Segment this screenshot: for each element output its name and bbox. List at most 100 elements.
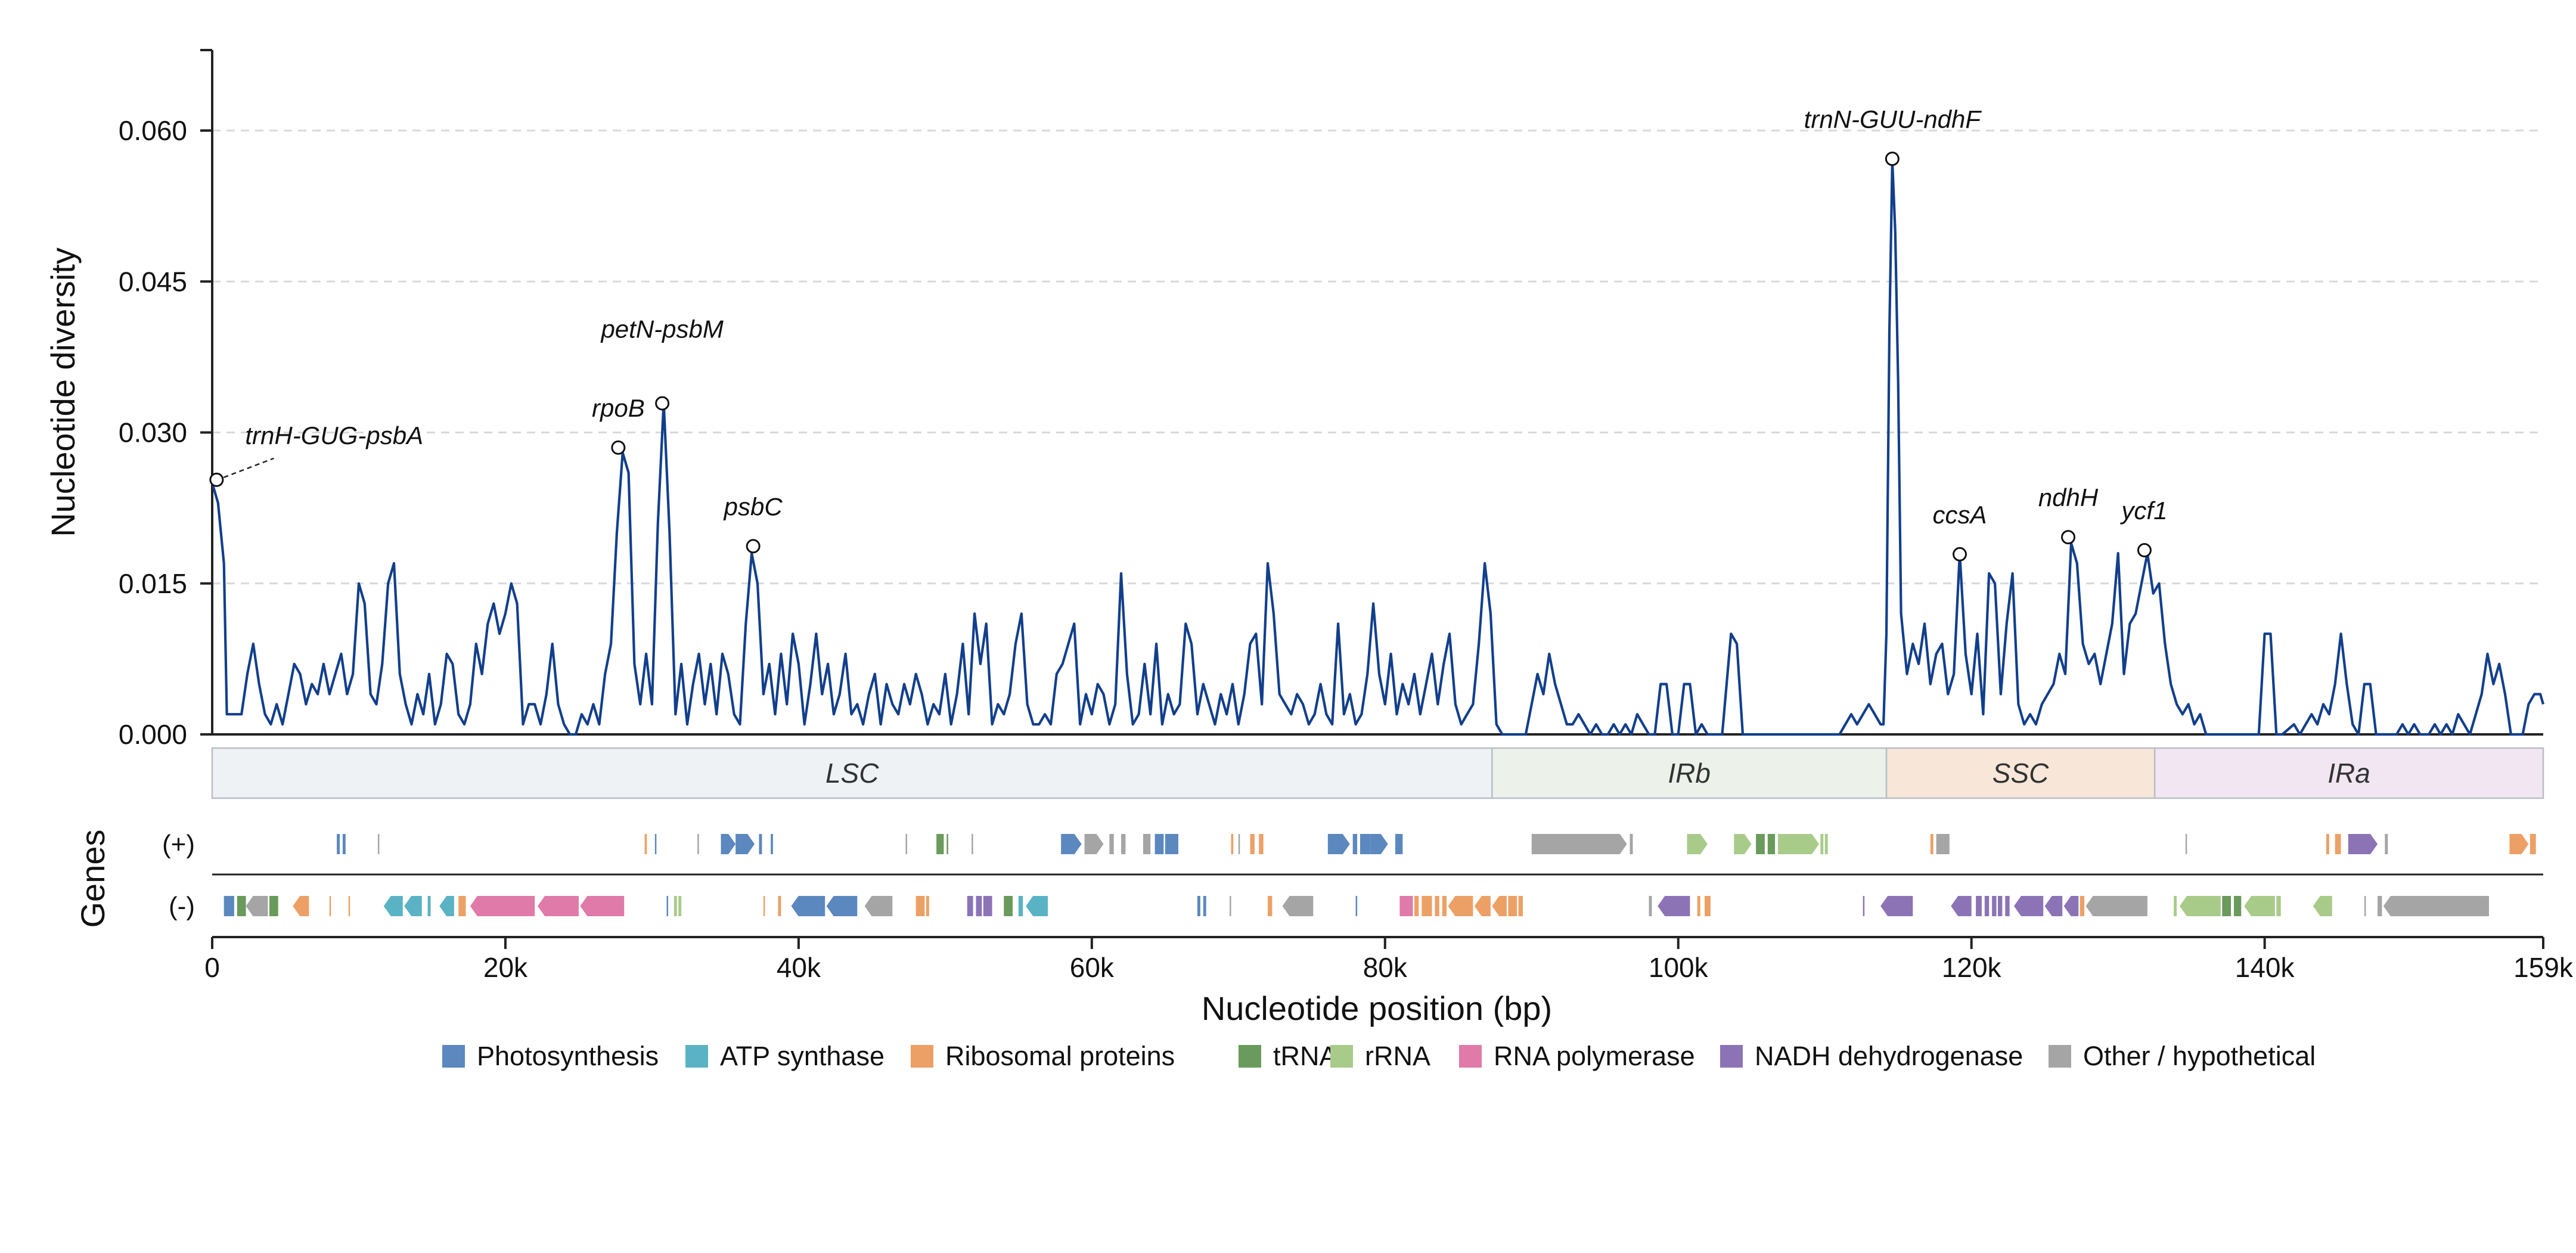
- gene-arrow: [1820, 834, 1824, 854]
- strand-label: (+): [162, 830, 195, 859]
- gene-arrow: [1399, 896, 1413, 916]
- gene-arrow: [2383, 896, 2489, 916]
- x-tick-label: 100k: [1649, 952, 1709, 983]
- region-band: [211, 747, 1493, 799]
- gene-arrow: [2185, 834, 2187, 854]
- gene-arrow: [1767, 834, 1776, 854]
- axes: 0.000 0.015 0.030 0.045 0.060 0 20k 40k 60k 80k 10…: [119, 49, 2574, 983]
- gene-arrow: [721, 834, 736, 854]
- peak-leader-line: [223, 457, 274, 479]
- legend-swatch: [1720, 1045, 1743, 1068]
- gene-arrow: [1756, 834, 1765, 854]
- x-axis-title: Nucleotide position (bp): [1202, 990, 1552, 1027]
- gene-arrow: [2233, 896, 2242, 916]
- legend-label: NADH dehydrogenase: [1755, 1041, 2023, 1071]
- legend-swatch: [1459, 1045, 1482, 1068]
- peak-marker: [611, 440, 626, 455]
- peak-label: ccsA: [1933, 501, 1987, 529]
- gene-arrow: [983, 896, 992, 916]
- legend-swatch: [2049, 1045, 2071, 1068]
- gene-arrow: [972, 834, 973, 854]
- gene-arrow: [1824, 834, 1828, 854]
- gene-arrow: [2378, 896, 2382, 916]
- gene-arrow: [1250, 834, 1255, 854]
- peak-label: petN-psbM: [600, 315, 723, 343]
- gene-arrow: [1327, 834, 1350, 854]
- gene-arrow: [2244, 896, 2275, 916]
- gene-arrow: [2326, 834, 2329, 854]
- x-tick-label: 0: [204, 952, 220, 983]
- gene-arrow: [2509, 834, 2529, 854]
- gene-arrow: [404, 896, 422, 916]
- gene-arrow: [329, 896, 331, 916]
- gene-arrow: [1352, 834, 1358, 854]
- gene-arrow: [2276, 896, 2281, 916]
- region-band: [2153, 747, 2544, 799]
- gene-arrow: [2174, 896, 2177, 916]
- peak-label: ndhH: [2038, 483, 2099, 511]
- region-band: [1491, 747, 1888, 799]
- legend-label: Ribosomal proteins: [945, 1041, 1175, 1071]
- peak-marker: [2061, 530, 2076, 545]
- gene-arrow: [2385, 834, 2388, 854]
- gene-arrow: [2530, 834, 2536, 854]
- legend-label: rRNA: [1365, 1041, 1430, 1071]
- peak-label: psbC: [723, 492, 783, 520]
- gene-arrow: [2313, 896, 2332, 916]
- peak-marker: [1953, 547, 1967, 562]
- gene-arrow: [1026, 896, 1048, 916]
- gene-arrow: [1259, 834, 1264, 854]
- gene-arrow: [1230, 896, 1231, 916]
- peak-label: trnN-GUU-ndhF: [1804, 105, 1982, 133]
- gene-arrow: [1268, 896, 1273, 916]
- gene-arrow: [2063, 896, 2079, 916]
- gene-arrow: [348, 896, 350, 916]
- peak-marker: [1885, 151, 1900, 166]
- gene-arrow: [1018, 896, 1023, 916]
- gene-arrow: [1930, 834, 1933, 854]
- gene-arrow: [1474, 896, 1491, 916]
- peak-label: ycf1: [2119, 497, 2167, 525]
- gene-arrow: [644, 834, 647, 854]
- gene-arrow: [377, 834, 380, 854]
- diversity-series: [210, 159, 2545, 736]
- gene-arrow: [771, 834, 773, 854]
- gene-arrow: [1422, 896, 1432, 916]
- gene-arrow: [697, 834, 699, 854]
- y-tick-label: 0.015: [119, 568, 187, 599]
- gene-arrow: [654, 834, 657, 854]
- y-tick-label: 0.030: [119, 417, 187, 448]
- gene-arrow: [1984, 896, 1990, 916]
- legend-label: ATP synthase: [720, 1041, 884, 1071]
- genome-regions: LSC IRb SSC IRa: [211, 747, 2544, 799]
- gene-arrow: [237, 896, 246, 916]
- gene-arrow: [666, 896, 669, 916]
- gene-arrow: [1282, 896, 1314, 916]
- gene-arrow: [1231, 834, 1234, 854]
- legend-label: tRNA: [1273, 1041, 1337, 1071]
- gene-arrow: [1121, 834, 1126, 854]
- gene-arrow: [342, 834, 346, 854]
- gene-arrow: [759, 834, 762, 854]
- gene-arrow: [383, 896, 403, 916]
- x-tick-label: 60k: [1070, 952, 1115, 983]
- gene-arrow: [1414, 896, 1419, 916]
- gene-arrow: [1154, 834, 1164, 854]
- gene-arrow: [470, 896, 535, 916]
- gene-arrow: [1197, 896, 1200, 916]
- gene-arrow: [1734, 834, 1752, 854]
- gene-arrow: [778, 896, 781, 916]
- gene-arrow: [2085, 896, 2147, 916]
- x-tick-label: 140k: [2235, 952, 2295, 983]
- gene-arrow: [293, 896, 309, 916]
- legend-label: Other / hypothetical: [2083, 1041, 2316, 1071]
- x-tick-label: 159k: [2513, 952, 2574, 983]
- gene-arrow: [1863, 896, 1865, 916]
- gene-arrow: [1687, 834, 1708, 854]
- gene-arrow: [926, 896, 929, 916]
- gene-arrow: [337, 834, 340, 854]
- gene-arrow: [791, 896, 825, 916]
- gene-arrow: [1658, 896, 1690, 916]
- legend-swatch: [442, 1045, 465, 1068]
- gene-arrow: [458, 896, 466, 916]
